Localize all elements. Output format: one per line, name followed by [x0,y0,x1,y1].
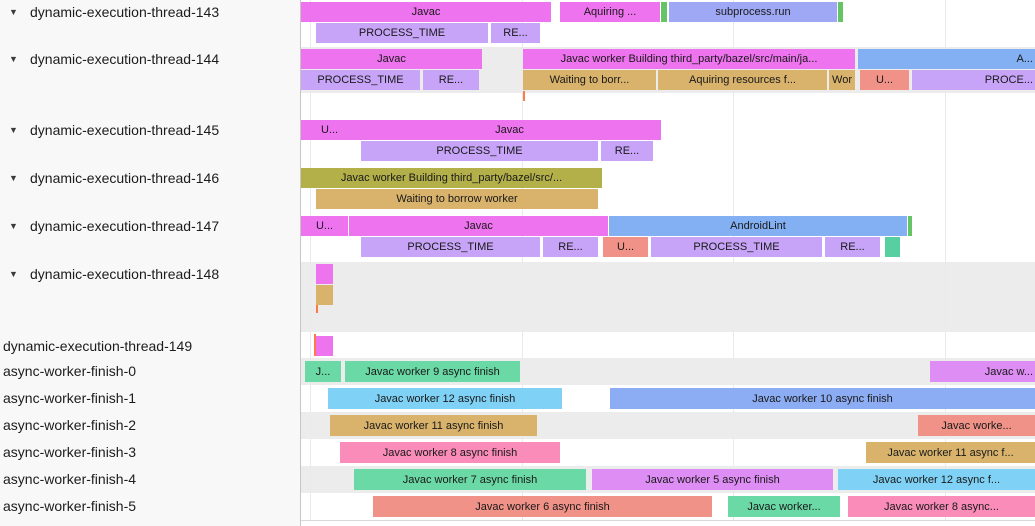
gridline [522,0,523,520]
trace-span[interactable]: Aquiring resources f... [658,70,827,90]
trace-span[interactable] [316,264,333,284]
trace-span[interactable]: RE... [825,237,880,257]
trace-span[interactable]: Javac worker 5 async finish [592,469,833,490]
trace-span[interactable]: J... [305,361,341,382]
track-label: dynamic-execution-thread-146 [30,170,220,186]
collapse-arrow-icon[interactable]: ▼ [9,7,18,17]
trace-span[interactable]: Javac [349,216,608,236]
sidebar-item-async-worker-finish-4[interactable]: async-worker-finish-4 [0,469,300,489]
trace-span[interactable]: U... [301,120,358,140]
track-label: dynamic-execution-thread-144 [30,51,220,67]
track-label: async-worker-finish-3 [3,444,137,460]
sidebar-item-dynamic-execution-thread-144[interactable]: ▼ dynamic-execution-thread-144 [0,49,300,69]
trace-span[interactable]: Javac [358,120,661,140]
track-label: dynamic-execution-thread-143 [30,4,220,20]
instant-event-marker[interactable] [316,305,318,313]
trace-span[interactable]: PROCESS_TIME [361,237,540,257]
sidebar-item-dynamic-execution-thread-145[interactable]: ▼ dynamic-execution-thread-145 [0,120,300,140]
sidebar-item-dynamic-execution-thread-143[interactable]: ▼ dynamic-execution-thread-143 [0,2,300,22]
trace-span[interactable]: Javac worker 6 async finish [373,496,712,517]
sidebar-item-dynamic-execution-thread-146[interactable]: ▼ dynamic-execution-thread-146 [0,168,300,188]
trace-span[interactable]: Javac worker 9 async finish [345,361,520,382]
trace-span[interactable]: Aquiring ... [560,2,660,22]
trace-span[interactable]: PROCESS_TIME [316,23,488,43]
trace-span[interactable]: RE... [491,23,540,43]
trace-span[interactable]: U... [603,237,648,257]
track-name-sidebar: ▼ dynamic-execution-thread-143 ▼ dynamic-ex… [0,0,300,526]
collapse-arrow-icon[interactable]: ▼ [9,54,18,64]
gridline [310,0,311,520]
trace-span[interactable]: RE... [423,70,479,90]
trace-span[interactable]: A... [858,49,1035,69]
trace-span[interactable]: Waiting to borr... [523,70,656,90]
trace-span[interactable]: Javac worker 11 async finish [330,415,537,436]
trace-span[interactable]: PROCESS_TIME [361,141,598,161]
trace-span[interactable]: Javac worke... [918,415,1035,436]
sidebar-item-dynamic-execution-thread-149[interactable]: dynamic-execution-thread-149 [0,336,300,356]
trace-span[interactable]: Javac worker 10 async finish [610,388,1035,409]
trace-span[interactable]: subprocess.run [669,2,837,22]
track-label: dynamic-execution-thread-149 [3,338,193,354]
collapse-arrow-icon[interactable]: ▼ [9,269,18,279]
sidebar-item-async-worker-finish-1[interactable]: async-worker-finish-1 [0,388,300,408]
trace-span[interactable]: Javac worker 8 async... [848,496,1035,517]
collapse-arrow-icon[interactable]: ▼ [9,125,18,135]
trace-span[interactable]: Javac worker 8 async finish [340,442,560,463]
trace-span[interactable]: U... [860,70,909,90]
track-label: async-worker-finish-2 [3,417,137,433]
sidebar-item-dynamic-execution-thread-148[interactable]: ▼ dynamic-execution-thread-148 [0,264,300,284]
trace-span[interactable]: RE... [543,237,598,257]
trace-span[interactable] [885,237,900,257]
trace-span[interactable]: Javac worker... [728,496,840,517]
trace-span[interactable]: U... [301,216,348,236]
trace-span[interactable]: Javac worker Building third_party/bazel/… [301,168,602,188]
sidebar-item-dynamic-execution-thread-147[interactable]: ▼ dynamic-execution-thread-147 [0,216,300,236]
trace-span[interactable] [908,216,912,236]
timeline-bottom-border [301,520,1035,521]
collapse-arrow-icon[interactable]: ▼ [9,173,18,183]
sidebar-item-async-worker-finish-2[interactable]: async-worker-finish-2 [0,415,300,435]
trace-span[interactable]: Javac worker 11 async f... [866,442,1035,463]
trace-span[interactable]: RE... [601,141,653,161]
sidebar-item-async-worker-finish-0[interactable]: async-worker-finish-0 [0,361,300,381]
track-background [301,262,1035,306]
trace-span[interactable] [661,2,667,22]
track-label: dynamic-execution-thread-148 [30,266,220,282]
trace-span[interactable] [838,2,843,22]
trace-span[interactable]: PROCESS_TIME [651,237,822,257]
panel-divider [300,0,301,526]
collapse-arrow-icon[interactable]: ▼ [9,221,18,231]
trace-span[interactable]: Waiting to borrow worker [316,189,598,209]
trace-span[interactable]: Wor [829,70,855,90]
trace-span[interactable]: Javac w... [930,361,1035,382]
trace-span[interactable]: Javac worker 12 async finish [328,388,562,409]
instant-event-marker[interactable] [314,334,316,356]
trace-span[interactable]: Javac worker 7 async finish [354,469,586,490]
trace-span[interactable]: Javac [301,49,482,69]
gridline [945,0,946,520]
sidebar-item-async-worker-finish-5[interactable]: async-worker-finish-5 [0,496,300,516]
track-label: async-worker-finish-1 [3,390,137,406]
track-label: async-worker-finish-5 [3,498,137,514]
trace-span[interactable] [316,285,333,305]
trace-span[interactable]: AndroidLint [609,216,907,236]
track-label: async-worker-finish-4 [3,471,137,487]
gridline [733,0,734,520]
trace-span[interactable]: Javac worker Building third_party/bazel/… [523,49,855,69]
trace-span[interactable]: PROCE... [912,70,1035,90]
track-label: dynamic-execution-thread-147 [30,218,220,234]
trace-span[interactable]: Javac [301,2,551,22]
trace-span[interactable] [316,336,333,356]
trace-span[interactable]: Javac worker 12 async f... [838,469,1035,490]
trace-span[interactable]: PROCESS_TIME [301,70,420,90]
track-label: async-worker-finish-0 [3,363,137,379]
instant-event-marker[interactable] [523,91,525,101]
empty-track-band [301,306,1035,332]
track-label: dynamic-execution-thread-145 [30,122,220,138]
sidebar-item-async-worker-finish-3[interactable]: async-worker-finish-3 [0,442,300,462]
